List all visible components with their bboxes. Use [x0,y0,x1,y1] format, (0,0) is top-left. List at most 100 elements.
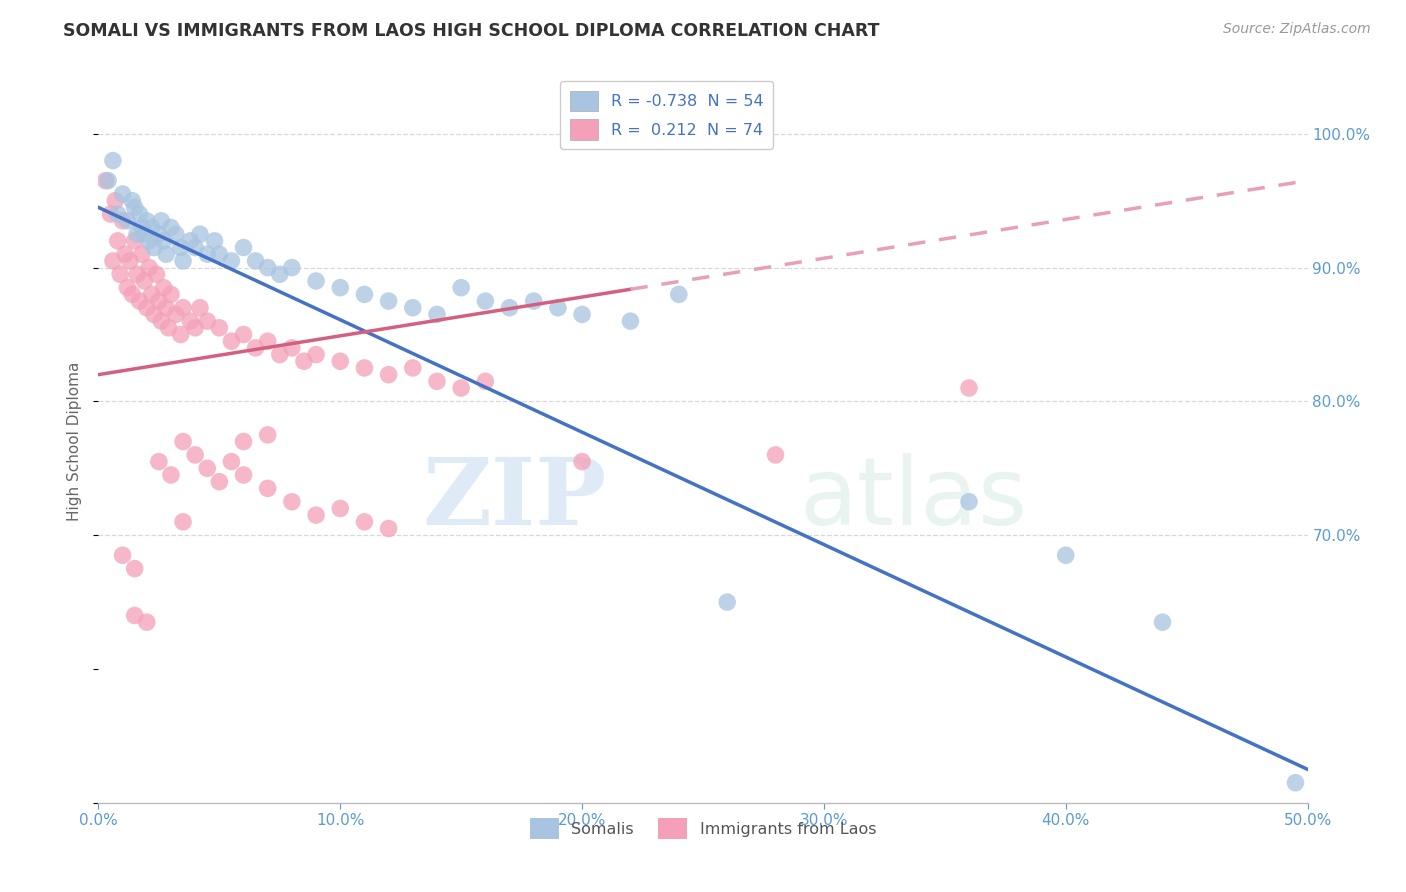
Point [117,214,139,228]
Point [329,354,352,368]
Point [179,314,201,328]
Point [208,321,231,335]
Point [498,301,520,315]
Point [184,321,207,335]
Point [141,287,163,301]
Point [426,375,449,389]
Point [169,241,191,255]
Point [128,294,150,309]
Point [377,368,399,382]
Point [117,280,139,294]
Point [135,214,157,228]
Point [155,301,177,315]
Point [402,301,425,315]
Text: Source: ZipAtlas.com: Source: ZipAtlas.com [1223,22,1371,37]
Point [957,381,980,395]
Point [114,247,136,261]
Point [426,307,449,321]
Point [195,314,218,328]
Point [668,287,690,301]
Point [292,354,315,368]
Point [450,381,472,395]
Point [256,428,278,442]
Point [155,247,177,261]
Point [160,287,183,301]
Point [148,294,170,309]
Point [474,375,496,389]
Point [135,615,157,630]
Point [1054,548,1077,563]
Point [232,241,254,255]
Point [160,220,183,235]
Point [148,455,170,469]
Point [619,314,641,328]
Point [148,227,170,241]
Point [184,241,207,255]
Point [377,521,399,535]
Point [221,455,243,469]
Point [281,494,304,508]
Point [353,360,375,375]
Point [97,173,120,188]
Point [143,307,166,321]
Point [104,194,127,208]
Point [107,234,129,248]
Point [134,274,156,288]
Point [172,434,194,449]
Point [165,307,187,321]
Point [221,253,243,268]
Point [141,220,163,235]
Point [124,201,146,215]
Point [353,515,375,529]
Point [305,348,328,362]
Point [152,234,174,248]
Point [145,268,167,282]
Point [138,234,160,248]
Point [353,287,375,301]
Point [329,501,352,516]
Point [101,253,124,268]
Point [138,260,160,275]
Point [402,360,425,375]
Point [150,314,173,328]
Point [305,274,328,288]
Point [957,494,980,508]
Point [450,280,472,294]
Text: ZIP: ZIP [422,454,606,544]
Point [111,214,134,228]
Point [221,334,243,348]
Point [571,307,593,321]
Point [131,220,153,235]
Point [111,187,134,202]
Point [184,448,207,462]
Point [172,301,194,315]
Point [150,214,173,228]
Point [208,475,231,489]
Point [547,301,569,315]
Point [165,227,187,241]
Point [281,260,304,275]
Point [179,234,201,248]
Point [107,207,129,221]
Point [135,301,157,315]
Point [172,253,194,268]
Point [1152,615,1174,630]
Point [124,608,146,623]
Point [188,301,211,315]
Point [377,294,399,309]
Point [169,327,191,342]
Point [124,562,146,576]
Point [108,268,131,282]
Point [305,508,328,523]
Point [245,341,267,355]
Point [124,234,146,248]
Point [111,548,134,563]
Point [474,294,496,309]
Point [121,287,143,301]
Point [157,321,180,335]
Point [131,247,153,261]
Point [172,515,194,529]
Point [121,194,143,208]
Point [1284,776,1306,790]
Point [160,467,183,482]
